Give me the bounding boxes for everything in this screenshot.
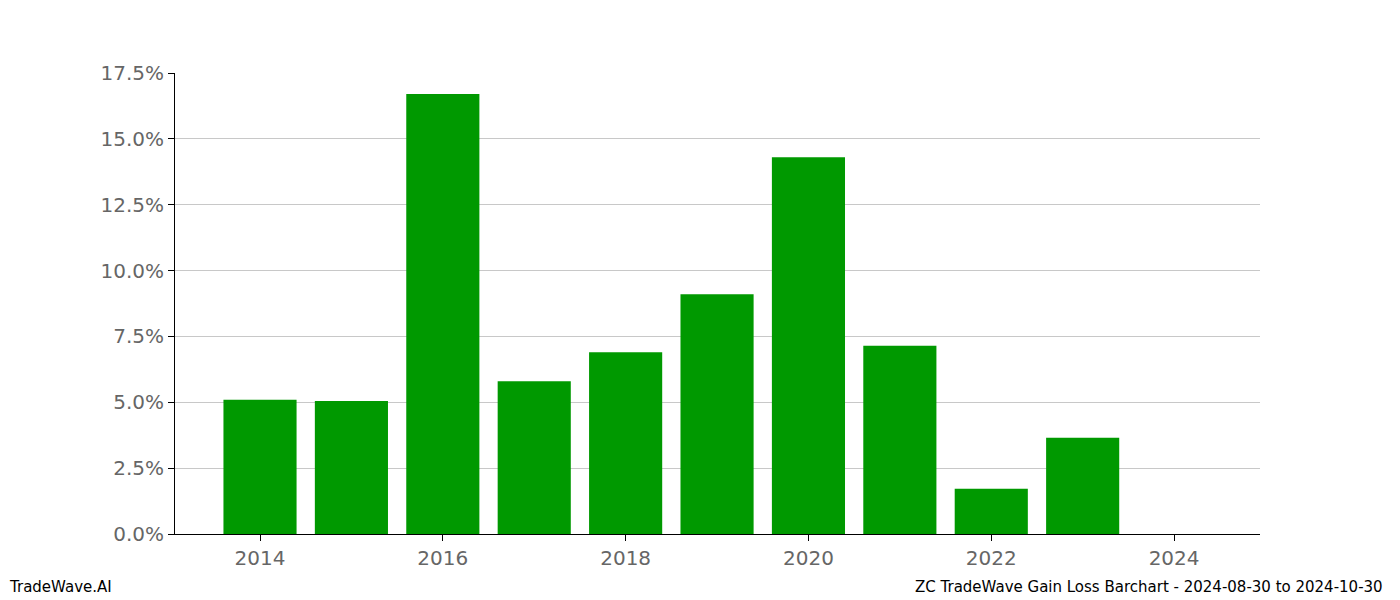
- svg-text:5.0%: 5.0%: [113, 390, 164, 414]
- svg-text:7.5%: 7.5%: [113, 324, 164, 348]
- svg-text:2014: 2014: [235, 546, 286, 570]
- svg-text:ZC TradeWave Gain Loss Barchar: ZC TradeWave Gain Loss Barchart - 2024-0…: [915, 578, 1383, 596]
- svg-text:12.5%: 12.5%: [100, 193, 164, 217]
- svg-text:2020: 2020: [783, 546, 834, 570]
- svg-text:2.5%: 2.5%: [113, 456, 164, 480]
- svg-text:2016: 2016: [417, 546, 468, 570]
- svg-text:2024: 2024: [1149, 546, 1200, 570]
- svg-text:2018: 2018: [600, 546, 651, 570]
- svg-text:15.0%: 15.0%: [100, 127, 164, 151]
- svg-text:TradeWave.AI: TradeWave.AI: [9, 578, 112, 596]
- svg-text:10.0%: 10.0%: [100, 259, 164, 283]
- svg-text:2022: 2022: [966, 546, 1017, 570]
- svg-text:0.0%: 0.0%: [113, 522, 164, 546]
- svg-text:17.5%: 17.5%: [100, 61, 164, 85]
